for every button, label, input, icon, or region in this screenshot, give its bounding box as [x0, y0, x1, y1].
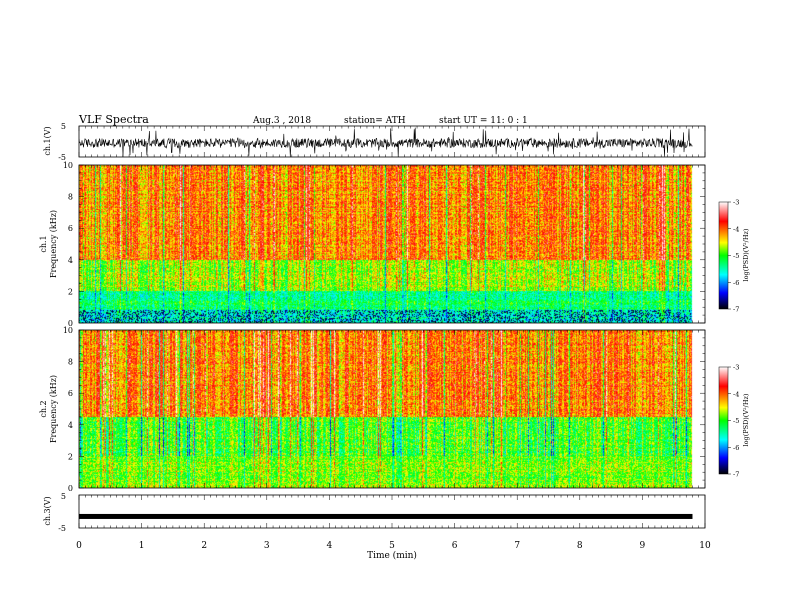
- time-tick-label: 3: [264, 541, 270, 551]
- ch2-colorbar-tick-label: -7: [733, 471, 739, 479]
- ch1-ytick-top: 5: [61, 122, 66, 131]
- time-tick-label: 9: [640, 541, 646, 551]
- ch2-colorbar-tick-label: -3: [733, 364, 739, 372]
- ch3-waveform-trace: [79, 513, 693, 519]
- ch2-colorbar-tick-label: -5: [733, 417, 739, 425]
- ch1-colorbar-gradient: [719, 202, 728, 309]
- ch2-spectrogram-ylabel: Frequency (kHz): [49, 375, 58, 443]
- ch1-waveform-panel: 5 -5 ch.1(V): [43, 122, 706, 162]
- ch1-waveform-trace: [79, 127, 693, 157]
- ch2-freq-tick-label: 10: [63, 326, 73, 335]
- time-axis-ticks: [78, 126, 706, 528]
- ch1-waveform-ylabel: ch.1(V): [43, 126, 52, 155]
- date-label: Aug.3 , 2018: [252, 116, 311, 126]
- ch2-colorbar-tick-label: -4: [733, 390, 739, 398]
- ch1-spectrogram-ylabel: Frequency (kHz): [49, 210, 58, 278]
- time-tick-label: 0: [76, 541, 82, 551]
- ch1-freq-tick-label: 4: [68, 256, 73, 265]
- ch1-colorbar-tick-label: -3: [733, 199, 739, 207]
- ch1-colorbar-tick-label: -5: [733, 252, 739, 260]
- ch1-colorbar-tick-label: -4: [733, 225, 739, 233]
- time-tick-label: 5: [389, 541, 395, 551]
- ch1-colorbar-tick-label: -7: [733, 306, 739, 314]
- ch1-spectrogram-panel: 10 8 6 4 2 0 ch.1 Frequency (kHz): [39, 161, 706, 328]
- ch2-colorbar-label: log(PSD)(V²/Hz): [742, 393, 750, 446]
- ch1-freq-tick-label: 6: [68, 224, 73, 233]
- ch2-spectrogram-panel: 10 8 6 4 2 0 ch.2 Frequency (kHz): [39, 326, 706, 493]
- ch1-freq-ticks: 10 8 6 4 2 0: [63, 161, 705, 328]
- ch1-ytick-bottom: -5: [58, 153, 66, 162]
- time-tick-label: 1: [139, 541, 145, 551]
- ch2-colorbar-tick-label: -6: [733, 444, 739, 452]
- time-tick-label: 6: [452, 541, 458, 551]
- station-label: station= ATH: [344, 116, 406, 126]
- time-tick-label: 2: [201, 541, 207, 551]
- ch2-colorbar-gradient: [719, 367, 728, 474]
- figure-title: VLF Spectra: [78, 113, 149, 126]
- time-tick-label: 8: [577, 541, 583, 551]
- ch1-spectrogram-image: [79, 165, 693, 323]
- ch1-colorbar-label: log(PSD)(V²/Hz): [742, 228, 750, 281]
- time-axis-labels: 0 1 2 3 4 5 6 7 8 9 10: [76, 541, 711, 551]
- ch2-freq-tick-label: 8: [68, 358, 73, 367]
- ch2-spectrogram-image: [79, 330, 693, 488]
- ch2-freq-tick-label: 6: [68, 389, 73, 398]
- ch1-freq-tick-label: 0: [68, 319, 73, 328]
- time-tick-label: 4: [327, 541, 333, 551]
- ch1-freq-tick-label: 10: [63, 161, 73, 170]
- ch3-ytick-top: 5: [61, 492, 66, 501]
- ch3-ytick-bottom: -5: [58, 524, 66, 533]
- ch1-spectrogram-channel-label: ch.1: [39, 235, 48, 252]
- ch2-freq-tick-label: 4: [68, 421, 73, 430]
- ch1-freq-tick-label: 8: [68, 193, 73, 202]
- ch3-waveform-panel: 5 -5 ch.3(V): [43, 492, 706, 533]
- ch2-colorbar: -3 -4 -5 -6 -7 log(PSD)(V²/Hz): [718, 364, 750, 479]
- ch1-colorbar-tick-label: -6: [733, 279, 739, 287]
- ch1-freq-tick-label: 2: [68, 287, 73, 296]
- start-ut-label: start UT = 11: 0 : 1: [439, 116, 528, 126]
- time-tick-label: 10: [699, 541, 711, 551]
- ch1-colorbar: -3 -4 -5 -6 -7 log(PSD)(V²/Hz): [718, 199, 750, 314]
- time-tick-label: 7: [514, 541, 520, 551]
- ch2-freq-tick-label: 0: [68, 484, 73, 493]
- ch1-colorbar-ticks: -3 -4 -5 -6 -7: [728, 199, 739, 314]
- ch2-colorbar-ticks: -3 -4 -5 -6 -7: [728, 364, 739, 479]
- ch2-freq-ticks: 10 8 6 4 2 0: [63, 326, 705, 493]
- time-axis-title: Time (min): [367, 550, 417, 561]
- ch3-waveform-ylabel: ch.3(V): [43, 496, 52, 525]
- ch2-spectrogram-channel-label: ch.2: [39, 400, 48, 417]
- ch2-freq-tick-label: 2: [68, 452, 73, 461]
